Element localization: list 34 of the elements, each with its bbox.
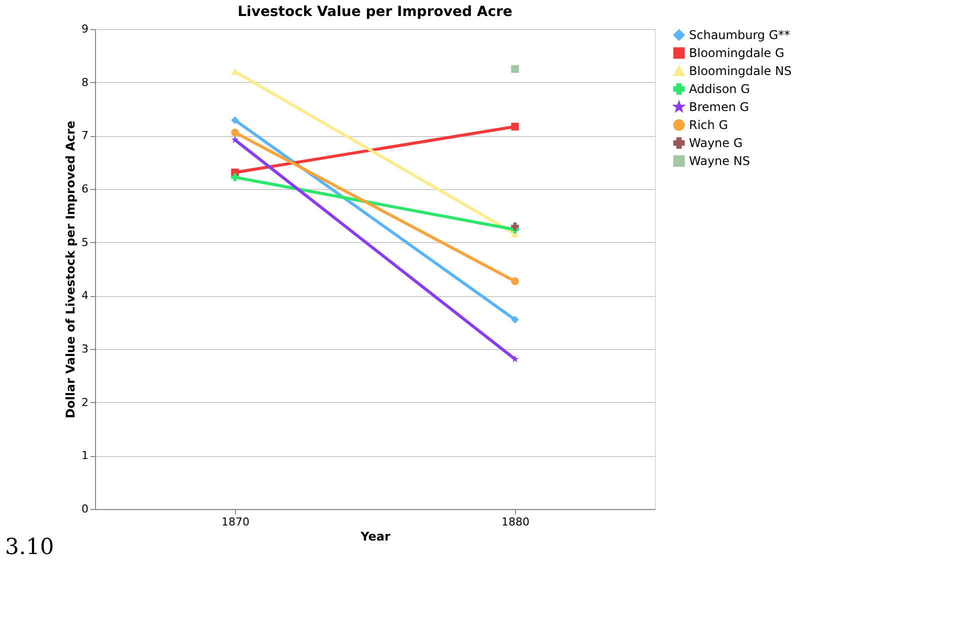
point — [511, 65, 519, 73]
y-tick-label: 4 — [82, 289, 88, 302]
y-tick-label: 7 — [82, 129, 88, 142]
y-tick-label: 3 — [82, 342, 88, 356]
legend-label: Bremen G — [689, 100, 750, 114]
y-tick-label: 1 — [82, 449, 88, 462]
point — [231, 116, 239, 124]
x-tick-label: 1870 — [222, 516, 250, 528]
y-tick-label: 6 — [82, 182, 88, 196]
y-tick-label: 2 — [82, 396, 88, 409]
point — [511, 122, 519, 130]
point — [511, 355, 519, 362]
legend-label: Schaumburg G** — [689, 28, 790, 42]
point — [511, 277, 519, 286]
text: 3.10 — [5, 535, 54, 560]
y-axis-title: Dollar Value of Livestock per Improved Acre — [64, 120, 78, 418]
point — [511, 222, 519, 230]
y-tick-label: 8 — [82, 76, 88, 89]
y-tick-label: 0 — [82, 502, 88, 516]
legend-label: Bloomingdale NS — [689, 64, 792, 78]
legend-label: Rich G — [689, 118, 728, 132]
chart-title: Livestock Value per Improved Acre — [238, 4, 512, 20]
x-tick-label: 1880 — [502, 516, 530, 528]
x-axis-title: Year — [360, 530, 390, 544]
legend-label: Bloomingdale G — [689, 46, 784, 60]
legend-label: Wayne G — [689, 136, 743, 150]
point — [231, 128, 239, 136]
legend-label: Addison G — [689, 82, 750, 96]
y-tick-label: 5 — [82, 236, 88, 249]
y-tick-label: 9 — [82, 22, 88, 36]
legend-label: Wayne NS — [689, 154, 750, 168]
point — [511, 316, 519, 324]
point — [231, 136, 239, 144]
point — [231, 173, 239, 182]
